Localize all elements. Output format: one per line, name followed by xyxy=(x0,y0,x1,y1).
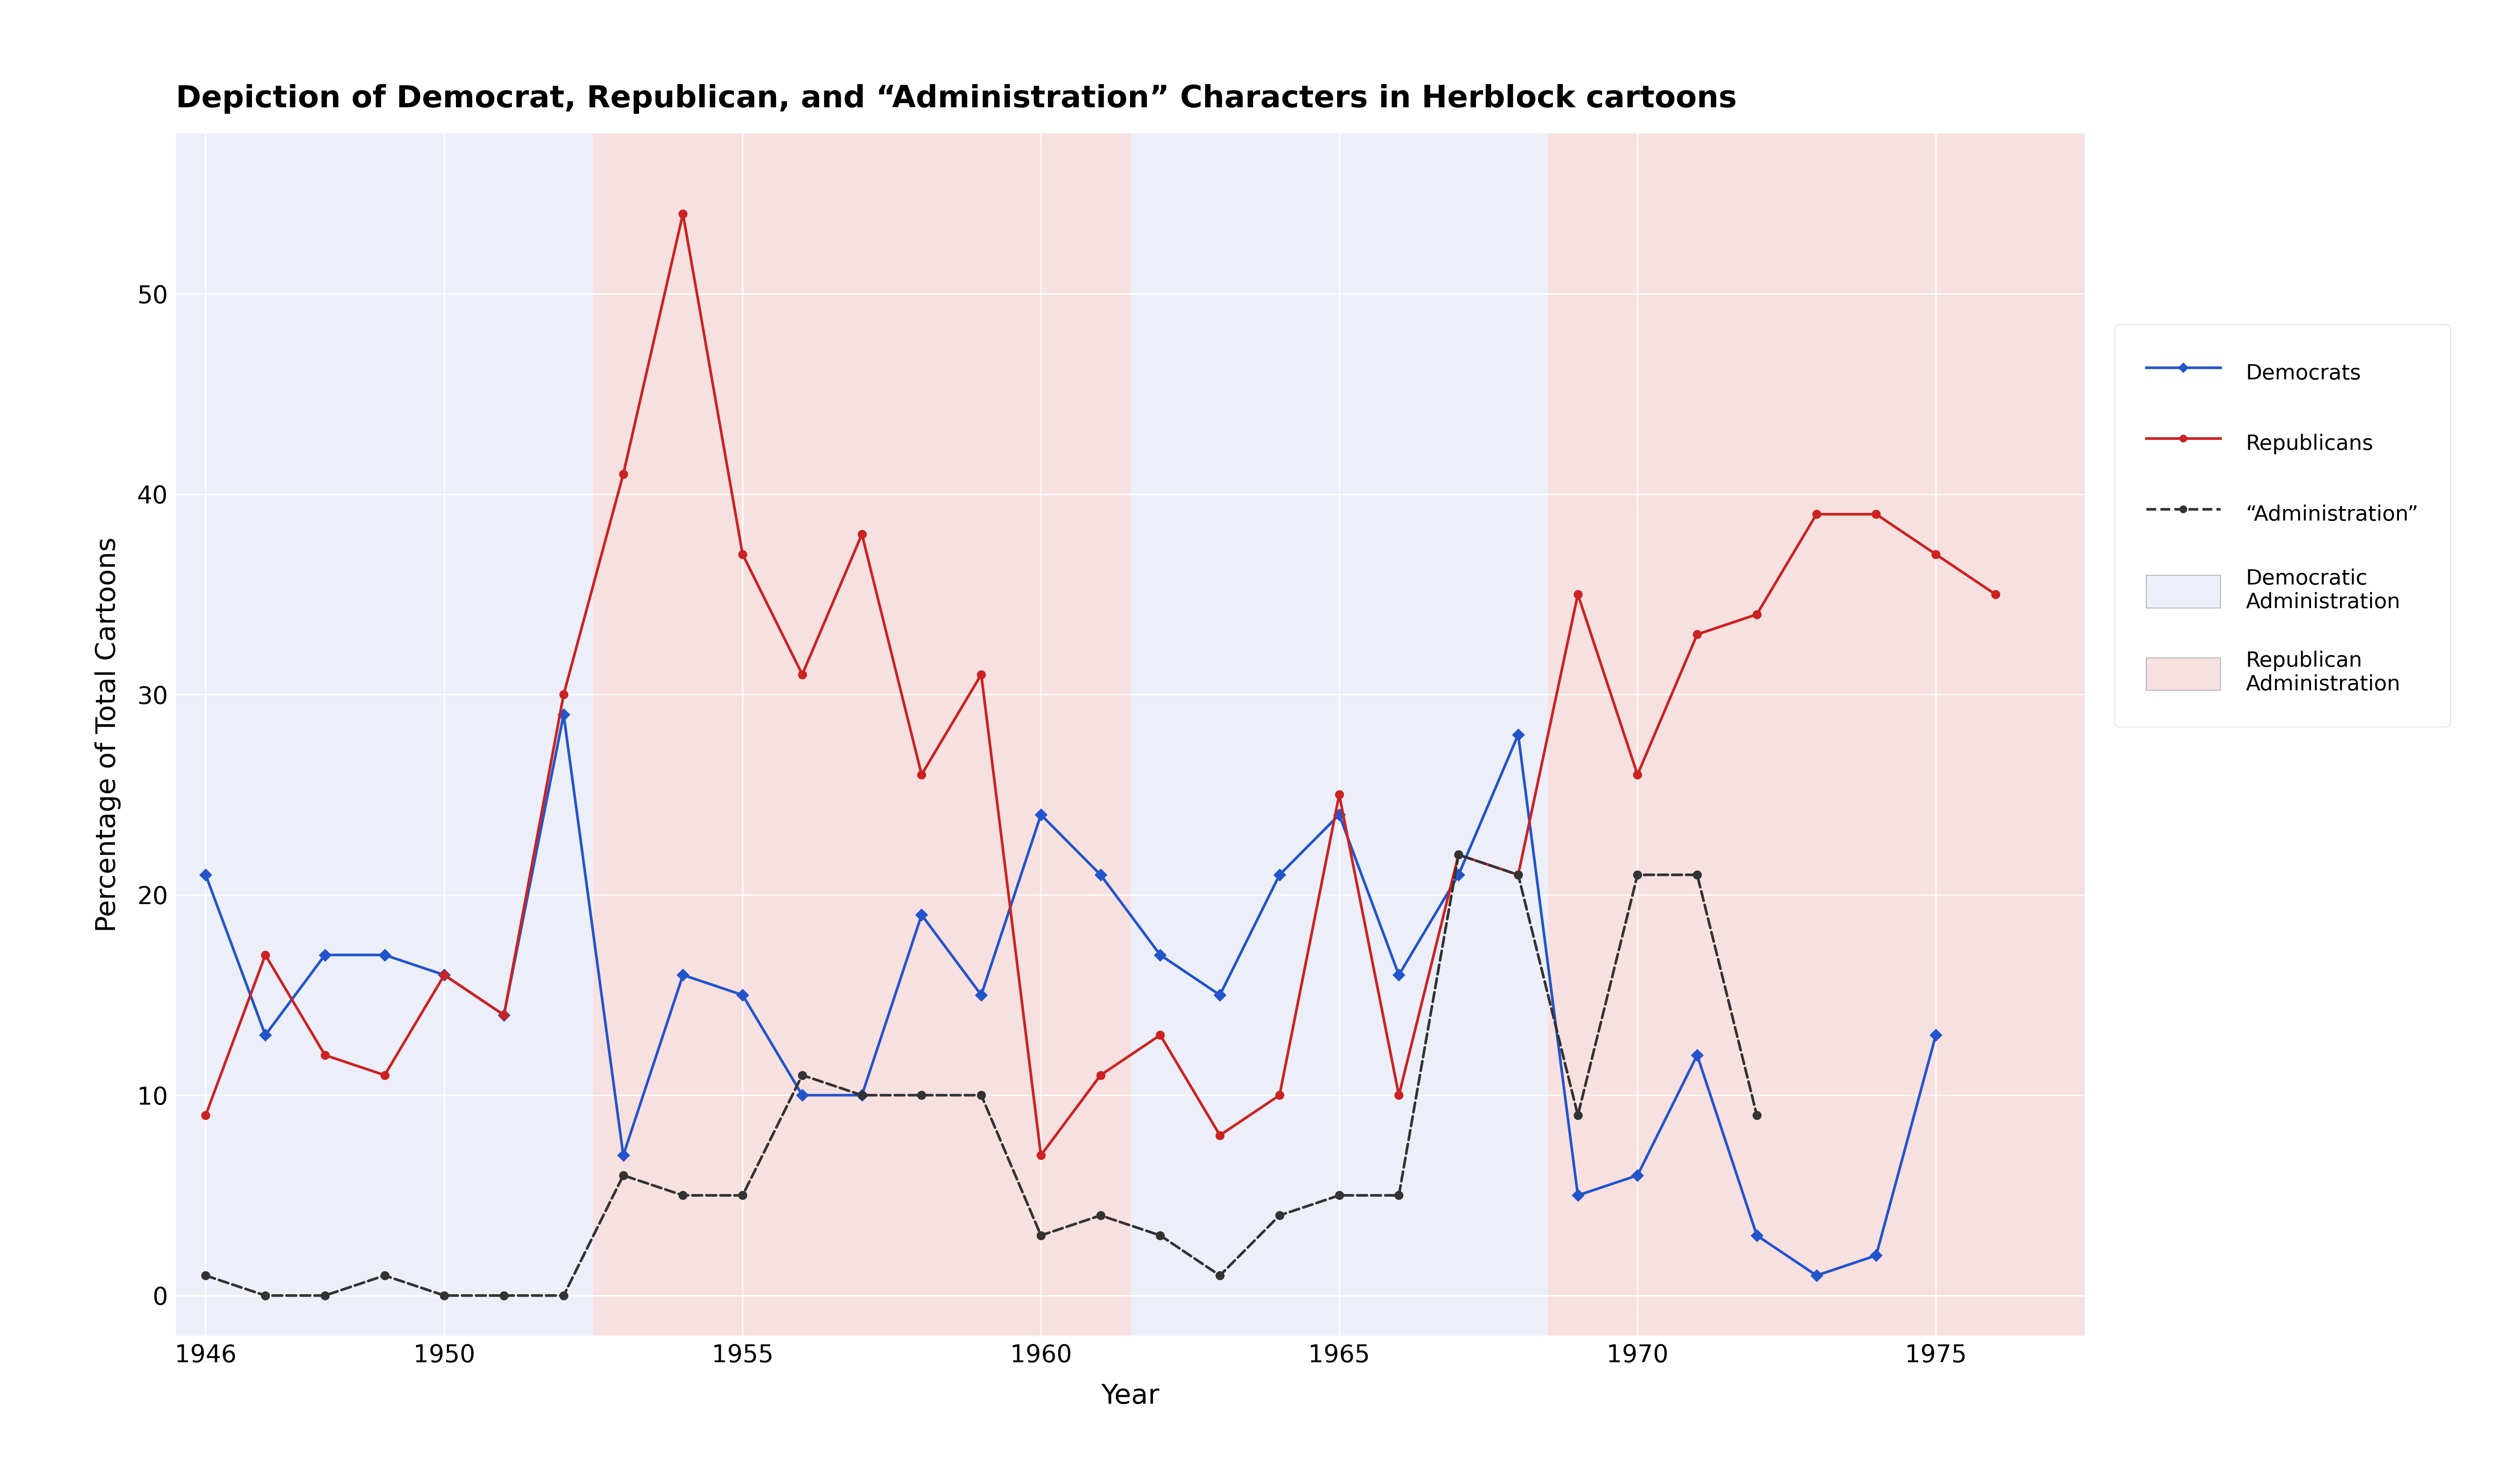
Bar xyxy=(1130,134,1547,1336)
Bar xyxy=(593,134,1130,1336)
Bar xyxy=(1547,134,2085,1336)
Text: Depiction of Democrat, Republican, and “Administration” Characters in Herblock c: Depiction of Democrat, Republican, and “… xyxy=(176,85,1736,114)
Legend: Democrats, Republicans, “Administration”, Democratic
Administration, Republican
: Democrats, Republicans, “Administration”… xyxy=(2115,325,2449,727)
Bar xyxy=(176,134,593,1336)
X-axis label: Year: Year xyxy=(1100,1383,1161,1410)
Y-axis label: Percentage of Total Cartoons: Percentage of Total Cartoons xyxy=(95,537,121,932)
